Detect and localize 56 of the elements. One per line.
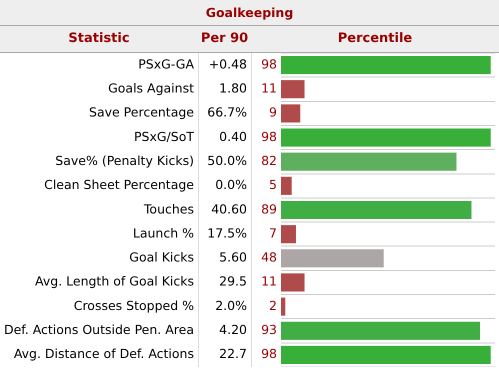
text: 50.0% [207,152,248,168]
text: 40.60 [211,201,248,216]
data-label: 98 [261,56,278,72]
bar [281,80,305,98]
y-tick-label: Avg. Length of Goal Kicks [35,274,194,289]
bar [281,200,472,220]
data-label: 82 [261,152,277,168]
bar [281,322,480,340]
y-tick-label: Launch % [132,225,194,240]
bar [281,152,456,171]
text: +0.48 [208,56,248,72]
data-label: 98 [261,128,278,144]
text: 22.7 [219,346,247,362]
bar [281,249,384,268]
text: 1.80 [219,80,248,96]
data-label: 48 [261,250,278,265]
bar [281,273,305,292]
bar [281,298,286,316]
text: 5.60 [219,250,248,265]
text: Per 90 [200,30,250,48]
y-tick-label: PSxG/SoT [134,128,194,144]
text: Statistic [67,30,131,48]
bar [281,225,296,244]
y-tick-label: Goal Kicks [129,250,194,265]
bar [281,346,491,364]
bar [281,104,300,122]
text: 17.5% [207,225,248,240]
text: 66.7% [207,104,248,120]
data-label: 89 [261,201,278,216]
text: 0.40 [219,128,248,144]
data-label: 2 [269,298,277,313]
y-tick-label: Touches [142,201,194,216]
y-tick-label: Def. Actions Outside Pen. Area [4,322,194,338]
text: 0.0% [215,177,248,192]
text: 4.20 [219,322,248,338]
text: 29.5 [219,274,247,289]
bar [281,56,491,74]
data-label: 98 [261,346,278,362]
y-tick-label: Goals Against [108,80,194,96]
y-tick-label: PSxG-GA [138,56,194,72]
data-label: 93 [261,322,277,338]
data-label: 11 [261,80,277,96]
y-tick-label: Clean Sheet Percentage [44,177,194,192]
chart-title: Goalkeeping [0,0,499,26]
y-tick-label: Crosses Stopped % [74,298,194,313]
text: Percentile [336,30,414,48]
data-label: 7 [269,225,277,240]
data-label: 9 [269,104,278,120]
text: 2.0% [215,298,248,313]
y-tick-label: Avg. Distance of Def. Actions [14,346,194,362]
data-label: 11 [261,274,277,289]
bar [281,176,292,195]
y-tick-label: Save% (Penalty Kicks) [55,152,194,168]
bar [281,128,491,147]
y-tick-label: Save Percentage [89,104,194,120]
data-label: 5 [269,177,277,192]
